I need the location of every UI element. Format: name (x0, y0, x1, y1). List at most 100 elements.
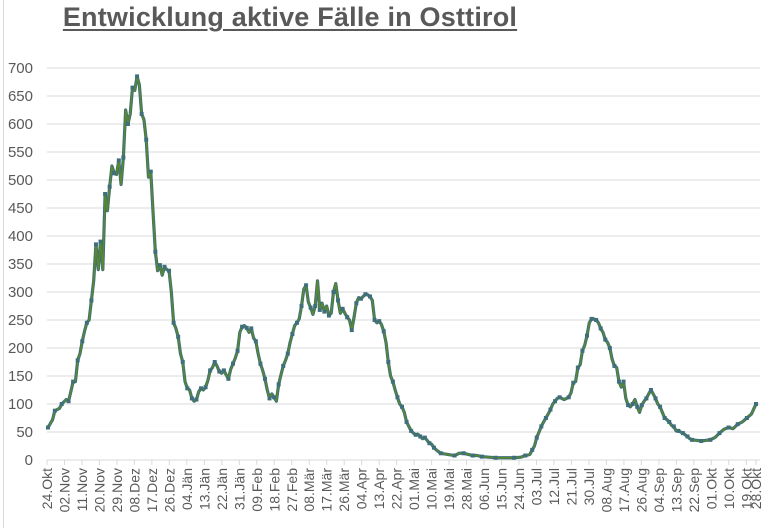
y-tick-label: 250 (8, 312, 33, 329)
x-tick-label: 08.Dez (126, 468, 142, 512)
data-point-marker (557, 395, 562, 400)
x-tick-label: 13.Apr (371, 468, 387, 510)
x-tick-label: 24.Jun (511, 468, 527, 510)
data-point-marker (404, 419, 409, 424)
data-point-marker (317, 307, 322, 312)
data-point-marker (626, 403, 631, 408)
data-point-marker (630, 402, 635, 406)
y-tick-label: 200 (8, 340, 33, 357)
x-tick-label: 24.Okt (39, 468, 55, 509)
data-point-marker (690, 437, 695, 442)
x-tick-label: 19.Mai (441, 468, 457, 510)
x-tick-label: 22.Sep (686, 468, 702, 513)
x-tick-label: 06.Jun (476, 468, 492, 510)
data-point-marker (530, 447, 535, 452)
data-point-marker (326, 313, 331, 318)
data-point-marker (189, 396, 194, 401)
data-point-marker (66, 399, 71, 404)
x-tick-label: 18.Feb (266, 468, 282, 512)
data-point-marker (607, 346, 612, 350)
data-point-marker (598, 326, 603, 331)
data-point-marker (452, 453, 457, 458)
data-point-marker (299, 304, 304, 308)
data-point-marker (648, 388, 653, 392)
x-tick-label: 27.Feb (284, 468, 300, 512)
data-point-marker (395, 395, 400, 400)
x-tick-label: 19.Okt (738, 468, 754, 509)
data-point-marker (253, 339, 258, 344)
data-point-marker (566, 395, 571, 400)
data-point-marker (217, 369, 222, 374)
data-point-marker (180, 360, 185, 364)
data-point-marker (612, 363, 617, 368)
x-tick-label: 13.Sep (668, 468, 684, 513)
x-tick-label: 04.Sep (651, 468, 667, 513)
x-tick-label: 08.Aug (598, 468, 614, 512)
data-point-marker (171, 320, 176, 325)
data-point-marker (258, 361, 263, 366)
x-tick-label: 04.Apr (354, 468, 370, 510)
data-point-marker (272, 395, 277, 400)
data-point-marker (290, 332, 295, 336)
data-point-marker (553, 399, 558, 404)
data-point-marker (470, 453, 475, 458)
data-point-marker (121, 155, 126, 160)
data-point-marker (116, 158, 121, 163)
data-point-marker (89, 298, 94, 303)
x-tick-label: 01.Mai (406, 468, 422, 510)
x-tick-label: 17.Aug (616, 468, 632, 512)
y-tick-label: 450 (8, 200, 33, 217)
x-tick-label: 28.Mai (459, 468, 475, 510)
data-point-marker (139, 111, 144, 116)
data-point-marker (523, 453, 528, 458)
x-tick-label: 22.Jän (214, 468, 230, 510)
data-point-marker (80, 339, 85, 344)
data-point-marker (653, 396, 658, 401)
data-point-marker (144, 137, 149, 142)
data-point-marker (438, 451, 443, 456)
data-point-marker (221, 368, 226, 373)
data-point-marker (194, 397, 199, 402)
data-point-marker (52, 408, 57, 413)
data-point-marker (543, 416, 548, 420)
data-point-marker (680, 431, 685, 436)
data-point-marker (130, 85, 135, 90)
data-point-marker (331, 290, 336, 294)
data-point-marker (262, 376, 267, 381)
data-point-marker (575, 365, 580, 370)
x-tick-label: 29.Nov (109, 468, 125, 512)
data-point-marker (208, 368, 213, 373)
data-point-marker (235, 348, 240, 353)
data-point-marker (589, 316, 594, 321)
data-point-marker (212, 360, 217, 364)
y-tick-label: 650 (8, 88, 33, 105)
data-point-marker (377, 319, 382, 324)
x-tick-label: 26.Aug (633, 468, 649, 512)
data-point-marker (639, 403, 644, 408)
data-point-marker (153, 249, 158, 254)
data-point-marker (75, 358, 80, 363)
y-tick-label: 100 (8, 396, 33, 413)
data-point-marker (230, 361, 235, 366)
data-point-marker (345, 315, 350, 320)
series-marker-band (46, 74, 758, 460)
series-line (47, 75, 757, 459)
x-tick-label: 28.Okt (748, 468, 764, 509)
x-tick-label: 21.Jul (563, 468, 579, 505)
data-point-marker (107, 184, 112, 189)
data-point-marker (358, 296, 363, 301)
data-point-marker (276, 382, 281, 387)
data-point-marker (240, 324, 245, 329)
data-point-marker (676, 428, 681, 433)
data-point-marker (322, 309, 327, 314)
data-point-marker (46, 425, 50, 430)
data-point-marker (479, 454, 484, 459)
data-point-marker (511, 455, 516, 460)
data-point-marker (400, 404, 404, 409)
x-axis: 24.Okt 02.Nov 11.Nov 20.Nov 29.Nov 08.Dez 17.D… (39, 459, 764, 513)
data-point-marker (226, 376, 231, 381)
data-point-marker (539, 424, 544, 429)
y-tick-label: 600 (8, 116, 33, 133)
chart-title: Entwicklung aktive Fälle in Osttirol (62, 2, 518, 32)
x-tick-label: 02.Nov (56, 468, 72, 512)
